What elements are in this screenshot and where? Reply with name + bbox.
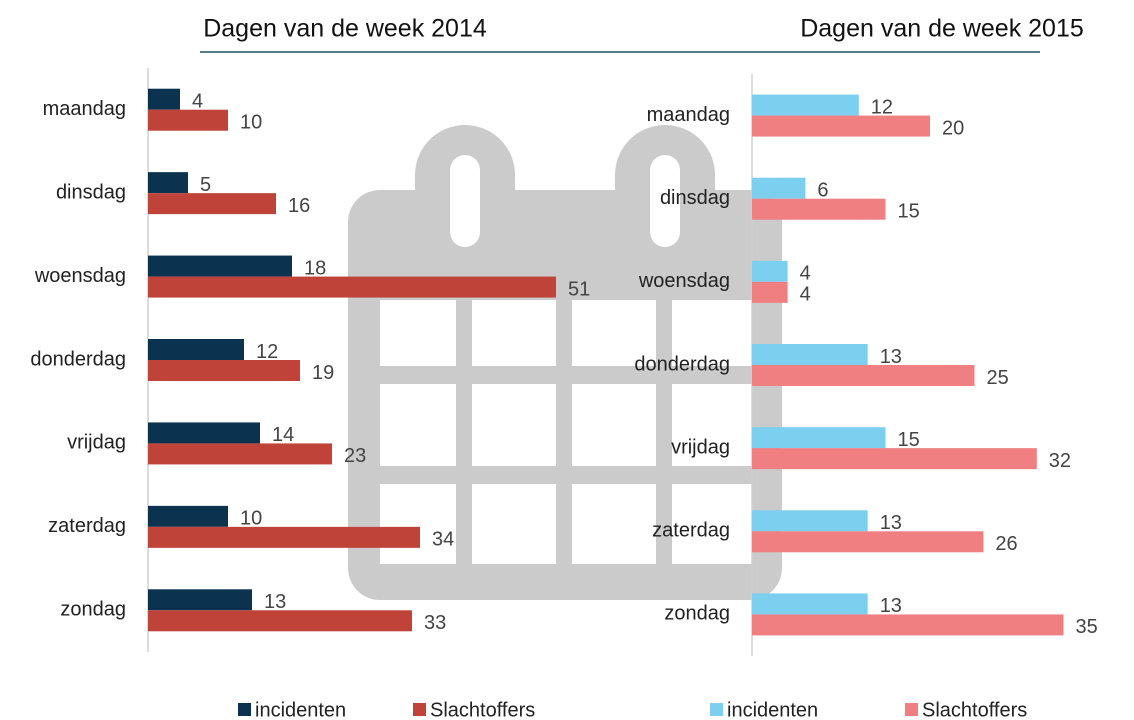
bar xyxy=(148,277,556,298)
value-label: 10 xyxy=(240,111,262,133)
value-label: 16 xyxy=(288,195,310,217)
category-label: woensdag xyxy=(638,270,730,292)
category-label: zaterdag xyxy=(652,520,730,542)
bar xyxy=(752,365,975,386)
bar xyxy=(752,95,859,116)
bar xyxy=(148,339,244,360)
value-label: 25 xyxy=(987,367,1009,389)
bar xyxy=(148,256,292,277)
bar xyxy=(752,178,805,199)
bar xyxy=(148,506,228,527)
bar xyxy=(148,172,188,193)
value-label: 32 xyxy=(1049,450,1071,472)
value-label: 26 xyxy=(995,533,1017,555)
bar xyxy=(148,589,252,610)
value-label: 14 xyxy=(272,424,294,446)
category-label: zondag xyxy=(60,599,126,621)
bar xyxy=(752,427,886,448)
legend-label: Slachtoffers xyxy=(430,699,535,720)
value-label: 13 xyxy=(880,512,902,534)
legend-swatch xyxy=(413,703,426,716)
value-label: 18 xyxy=(304,257,326,279)
category-label: zaterdag xyxy=(48,515,126,537)
chart-title: Dagen van de week 2014 xyxy=(203,15,487,43)
value-label: 12 xyxy=(256,341,278,363)
legend-label: Slachtoffers xyxy=(922,699,1027,720)
bar xyxy=(752,116,930,137)
value-label: 12 xyxy=(871,96,893,118)
legend-swatch xyxy=(238,703,251,716)
value-label: 5 xyxy=(200,174,211,196)
legend-label: incidenten xyxy=(255,699,346,720)
bar xyxy=(148,110,228,131)
value-label: 51 xyxy=(568,278,590,300)
value-label: 6 xyxy=(817,179,828,201)
value-label: 4 xyxy=(800,263,811,285)
value-label: 13 xyxy=(880,595,902,617)
category-label: maandag xyxy=(647,104,730,126)
bar xyxy=(148,193,276,214)
category-label: maandag xyxy=(43,98,126,120)
bar xyxy=(148,89,180,110)
value-label: 15 xyxy=(898,429,920,451)
value-label: 23 xyxy=(344,445,366,467)
value-label: 19 xyxy=(312,362,334,384)
legend-swatch xyxy=(710,703,723,716)
value-label: 34 xyxy=(432,529,454,551)
value-label: 4 xyxy=(192,90,203,112)
category-label: dinsdag xyxy=(660,187,730,209)
category-label: zondag xyxy=(664,603,730,625)
category-label: vrijdag xyxy=(67,432,126,454)
category-label: woensdag xyxy=(34,265,126,287)
chart-title: Dagen van de week 2015 xyxy=(800,15,1084,43)
value-label: 20 xyxy=(942,117,964,139)
bar xyxy=(752,448,1037,469)
bar xyxy=(752,510,868,531)
bar xyxy=(752,531,983,552)
bar xyxy=(752,282,788,303)
value-label: 10 xyxy=(240,508,262,530)
category-label: donderdag xyxy=(634,353,730,375)
bar xyxy=(148,422,260,443)
bar xyxy=(148,527,420,548)
bar xyxy=(752,199,886,220)
value-label: 35 xyxy=(1076,616,1098,638)
bar xyxy=(148,443,332,464)
bar xyxy=(148,610,412,631)
category-label: dinsdag xyxy=(56,181,126,203)
bar xyxy=(752,614,1064,635)
page: Dagen van de week 2014 maandag 4 10 dinsdag 5… xyxy=(0,0,1134,720)
legend-label: incidenten xyxy=(727,699,818,720)
bar xyxy=(752,344,868,365)
value-label: 13 xyxy=(880,346,902,368)
bar xyxy=(752,593,868,614)
legend-swatch xyxy=(905,703,918,716)
bar xyxy=(148,360,300,381)
category-label: donderdag xyxy=(30,348,126,370)
bar xyxy=(752,261,788,282)
value-label: 13 xyxy=(264,591,286,613)
category-label: vrijdag xyxy=(671,436,730,458)
value-label: 4 xyxy=(800,284,811,306)
value-label: 15 xyxy=(898,200,920,222)
value-label: 33 xyxy=(424,612,446,634)
